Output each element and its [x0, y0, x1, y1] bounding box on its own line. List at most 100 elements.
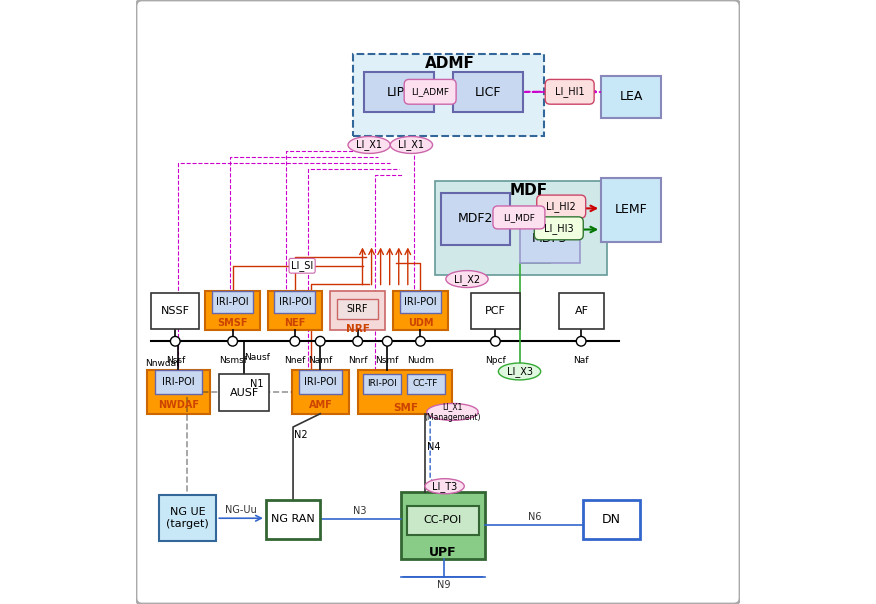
Ellipse shape	[446, 271, 488, 288]
Text: SMSF: SMSF	[217, 318, 248, 327]
FancyBboxPatch shape	[601, 178, 661, 242]
Text: LI_X1: LI_X1	[357, 140, 382, 150]
Text: ADMF: ADMF	[425, 56, 475, 71]
Text: LEA: LEA	[619, 90, 643, 103]
FancyBboxPatch shape	[265, 500, 321, 539]
FancyBboxPatch shape	[212, 291, 253, 313]
Text: LI_X1: LI_X1	[399, 140, 425, 150]
FancyBboxPatch shape	[364, 72, 434, 112]
Text: Npcf: Npcf	[485, 356, 505, 365]
FancyBboxPatch shape	[159, 495, 216, 541]
FancyBboxPatch shape	[537, 195, 586, 218]
FancyBboxPatch shape	[147, 370, 210, 414]
Ellipse shape	[391, 137, 433, 153]
Text: Nausf: Nausf	[244, 353, 270, 362]
Text: Nsmsf: Nsmsf	[219, 356, 247, 365]
Text: IRI-POI: IRI-POI	[162, 378, 194, 387]
Text: NG UE
(target): NG UE (target)	[166, 507, 209, 528]
FancyBboxPatch shape	[364, 374, 401, 394]
Circle shape	[315, 336, 325, 346]
FancyBboxPatch shape	[358, 370, 452, 414]
FancyBboxPatch shape	[336, 299, 378, 319]
Text: NRF: NRF	[346, 324, 370, 333]
Text: Nnrf: Nnrf	[348, 356, 367, 365]
FancyBboxPatch shape	[206, 291, 260, 330]
FancyBboxPatch shape	[453, 72, 523, 112]
FancyBboxPatch shape	[393, 291, 448, 330]
Text: MDF3: MDF3	[532, 232, 568, 245]
Text: LI_ADMF: LI_ADMF	[411, 88, 449, 96]
Circle shape	[383, 336, 392, 346]
FancyBboxPatch shape	[471, 293, 519, 329]
FancyBboxPatch shape	[435, 181, 607, 275]
Circle shape	[491, 336, 500, 346]
Text: IRI-POI: IRI-POI	[279, 297, 311, 307]
FancyBboxPatch shape	[559, 293, 604, 329]
Circle shape	[576, 336, 586, 346]
Text: SMF: SMF	[392, 403, 418, 413]
Text: LI_HI3: LI_HI3	[544, 223, 574, 234]
FancyBboxPatch shape	[353, 54, 544, 136]
FancyBboxPatch shape	[151, 293, 200, 329]
FancyBboxPatch shape	[400, 492, 485, 559]
Text: NSSF: NSSF	[161, 306, 190, 316]
FancyBboxPatch shape	[441, 193, 511, 245]
Text: Namf: Namf	[308, 356, 332, 365]
Text: N3: N3	[353, 506, 366, 516]
FancyBboxPatch shape	[545, 79, 594, 104]
Text: MDF: MDF	[510, 183, 548, 198]
FancyBboxPatch shape	[583, 500, 640, 539]
Text: MDF2: MDF2	[458, 213, 493, 225]
FancyBboxPatch shape	[219, 374, 269, 411]
Text: IRI-POI: IRI-POI	[216, 297, 249, 307]
Text: CC-TF: CC-TF	[413, 379, 438, 388]
Text: AF: AF	[575, 306, 589, 316]
Text: Nudm: Nudm	[407, 356, 434, 365]
Ellipse shape	[348, 137, 391, 153]
Circle shape	[171, 336, 180, 346]
Text: NG-Uu: NG-Uu	[225, 504, 257, 515]
Ellipse shape	[427, 403, 478, 420]
Text: LI_SI: LI_SI	[291, 260, 314, 271]
Text: UPF: UPF	[429, 546, 456, 559]
Text: LI_T3: LI_T3	[432, 481, 457, 492]
Text: Nnef: Nnef	[284, 356, 306, 365]
Circle shape	[415, 336, 426, 346]
Text: UDM: UDM	[407, 318, 434, 327]
Text: LICF: LICF	[475, 86, 501, 98]
Text: Nsmf: Nsmf	[376, 356, 399, 365]
FancyBboxPatch shape	[400, 291, 441, 313]
FancyBboxPatch shape	[292, 370, 350, 414]
Ellipse shape	[498, 363, 540, 380]
Text: LI_X3: LI_X3	[506, 366, 533, 377]
FancyBboxPatch shape	[601, 76, 661, 118]
Text: N1: N1	[250, 379, 264, 389]
FancyBboxPatch shape	[406, 374, 445, 394]
Text: LI_X1
(Management): LI_X1 (Management)	[424, 402, 481, 422]
Text: AMF: AMF	[308, 400, 332, 410]
Text: IRI-POI: IRI-POI	[367, 379, 397, 388]
FancyBboxPatch shape	[330, 291, 385, 330]
Text: N6: N6	[528, 512, 541, 522]
FancyBboxPatch shape	[519, 214, 580, 263]
Text: NEF: NEF	[284, 318, 306, 327]
FancyBboxPatch shape	[274, 291, 315, 313]
Text: Nnwdaf: Nnwdaf	[145, 359, 180, 368]
Circle shape	[228, 336, 237, 346]
Text: SIRF: SIRF	[346, 304, 368, 314]
Text: NWDAF: NWDAF	[158, 400, 199, 410]
FancyBboxPatch shape	[155, 370, 202, 394]
FancyBboxPatch shape	[299, 370, 342, 394]
Text: LI_MDF: LI_MDF	[503, 213, 535, 222]
Circle shape	[353, 336, 363, 346]
Text: NG RAN: NG RAN	[272, 514, 314, 524]
FancyBboxPatch shape	[406, 506, 479, 535]
FancyBboxPatch shape	[136, 0, 740, 604]
Text: PCF: PCF	[485, 306, 505, 316]
Text: CC-POI: CC-POI	[424, 515, 462, 525]
Text: LEMF: LEMF	[615, 204, 647, 216]
Circle shape	[290, 336, 300, 346]
Text: IRI-POI: IRI-POI	[304, 378, 337, 387]
Text: N4: N4	[427, 442, 441, 452]
Text: LIPF: LIPF	[386, 86, 412, 98]
